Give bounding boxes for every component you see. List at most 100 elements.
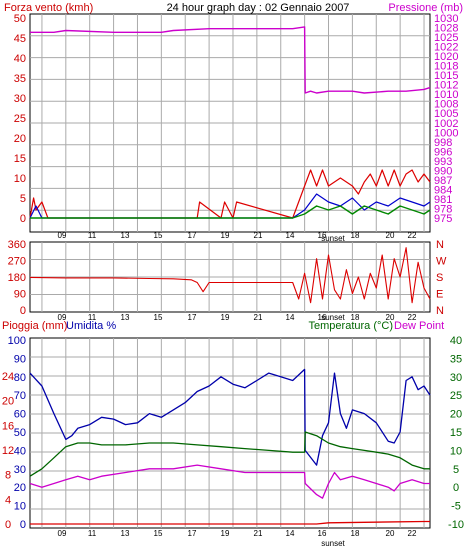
x-tick-label: 18 [351,529,360,538]
series-line [29,169,431,219]
x-tick-label: 18 [351,231,360,240]
rain-tick: 8 [5,470,11,482]
wind-tick: 10 [14,173,26,185]
x-tick-label: 09 [58,313,67,322]
humidity-tick: 0 [20,519,26,531]
x-tick-label: 13 [121,231,130,240]
wind-tick: 25 [14,113,26,125]
x-tick-label: 14 [286,529,295,538]
pressure-tick: 1000 [434,127,458,139]
pressure-tick: 1012 [434,80,458,92]
chart-title: 24 hour graph day : 02 Gennaio 2007 [167,2,350,14]
humidity-tick: 30 [14,464,26,476]
pressure-tick: 1015 [434,70,458,82]
wind-x-ticks: 09 11 13 15 17 19 21 14 16 18 20 22 [58,231,417,240]
temperature-tick: 15 [450,427,462,439]
wind-pressure-panel: Forza vento (kmh) 24 hour graph day : 02… [4,2,463,243]
pressure-tick: 987 [434,175,452,187]
humidity-tick: 50 [14,427,26,439]
humidity-tick: 10 [14,501,26,513]
pressure-axis-title: Pressione (mb) [388,2,463,14]
compass-tick: N [436,305,444,317]
temperature-tick: 0 [453,482,459,494]
wind-tick: 15 [14,153,26,165]
series-line [29,464,430,499]
pressure-y-ticks: 1030102810251022102010181015101210101008… [434,13,458,225]
rain-humidity-temp-series [29,368,431,525]
x-tick-label: 18 [351,313,360,322]
x-tick-label: 21 [254,529,263,538]
x-tick-label: 17 [188,313,197,322]
temperature-tick: 35 [450,353,462,365]
pressure-tick: 990 [434,165,452,177]
rain-humidity-temp-panel: Pioggia (mm) Umidita % Temperatura (°C) … [2,320,464,548]
humidity-tick: 60 [14,409,26,421]
x-tick-label: 11 [88,231,97,240]
pressure-tick: 981 [434,194,452,206]
x-tick-label: 11 [88,529,97,538]
humidity-tick: 80 [14,372,26,384]
x-tick-label: 14 [286,313,295,322]
compass-tick: E [436,289,443,301]
wind-sunset-label: sunset [321,234,345,243]
series-line [29,431,430,477]
compass-tick: S [436,272,443,284]
x-tick-label: 13 [121,529,130,538]
x-tick-label: 19 [221,313,230,322]
temperature-tick: 10 [450,445,462,457]
pressure-tick: 1028 [434,23,458,35]
direction-tick: 360 [8,239,26,251]
x-tick-label: 20 [386,529,395,538]
direction-y-ticks: 360 270 180 90 0 [8,239,26,317]
pressure-tick: 984 [434,184,452,196]
rain-tick: 0 [5,519,11,531]
wind-tick: 50 [14,13,26,25]
wind-tick: 5 [20,193,26,205]
humidity-tick: 90 [14,353,26,365]
series-line [29,247,431,304]
temperature-tick: -5 [451,501,461,513]
wind-tick: 20 [14,133,26,145]
x-tick-label: 21 [254,313,263,322]
wind-tick: 0 [20,213,26,225]
direction-sunset-label: sunset [321,313,345,322]
x-tick-label: 22 [408,313,417,322]
x-tick-label: 16 [318,231,327,240]
x-tick-label: 13 [121,313,130,322]
rain-tick: 24 [2,371,14,383]
temperature-axis-title: Temperatura (°C) [309,320,393,332]
wind-pressure-series [29,26,431,219]
x-tick-label: 19 [221,231,230,240]
x-tick-label: 17 [188,231,197,240]
pressure-tick: 1008 [434,99,458,111]
x-tick-label: 22 [408,231,417,240]
wind-axis-title: Forza vento (kmh) [4,2,93,14]
x-tick-label: 17 [188,529,197,538]
series-line [30,26,431,94]
wind-grid [30,14,430,232]
pressure-tick: 1030 [434,13,458,25]
series-line [30,520,430,525]
x-tick-label: 15 [154,529,163,538]
pressure-tick: 1020 [434,51,458,63]
temperature-tick: 30 [450,372,462,384]
pressure-tick: 978 [434,203,452,215]
humidity-tick: 100 [8,335,26,347]
pressure-tick: 1010 [434,89,458,101]
direction-tick: 90 [14,289,26,301]
x-tick-label: 22 [408,529,417,538]
humidity-tick: 20 [14,482,26,494]
rain-y-ticks: 24 20 16 12 8 4 0 [2,371,14,531]
temperature-tick: 40 [450,335,462,347]
wind-tick: 30 [14,93,26,105]
direction-series [29,247,431,304]
x-tick-label: 16 [318,313,327,322]
direction-tick: 270 [8,256,26,268]
wind-tick: 45 [14,33,26,45]
temperature-tick: 5 [453,464,459,476]
pressure-tick: 998 [434,137,452,149]
